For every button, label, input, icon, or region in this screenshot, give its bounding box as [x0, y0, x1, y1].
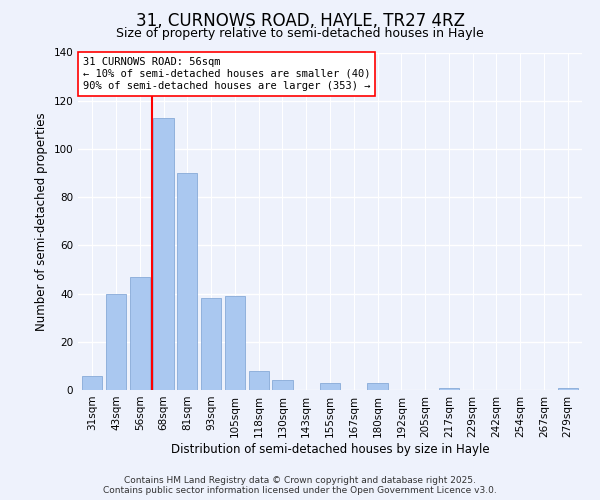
X-axis label: Distribution of semi-detached houses by size in Hayle: Distribution of semi-detached houses by …: [170, 442, 490, 456]
Bar: [225, 296, 245, 390]
Bar: [106, 294, 126, 390]
Bar: [320, 383, 340, 390]
Text: 31, CURNOWS ROAD, HAYLE, TR27 4RZ: 31, CURNOWS ROAD, HAYLE, TR27 4RZ: [136, 12, 464, 30]
Text: Size of property relative to semi-detached houses in Hayle: Size of property relative to semi-detach…: [116, 28, 484, 40]
Text: 31 CURNOWS ROAD: 56sqm
← 10% of semi-detached houses are smaller (40)
90% of sem: 31 CURNOWS ROAD: 56sqm ← 10% of semi-det…: [83, 58, 370, 90]
Bar: [367, 383, 388, 390]
Bar: [557, 388, 578, 390]
Bar: [201, 298, 221, 390]
Text: Contains HM Land Registry data © Crown copyright and database right 2025.
Contai: Contains HM Land Registry data © Crown c…: [103, 476, 497, 495]
Y-axis label: Number of semi-detached properties: Number of semi-detached properties: [35, 112, 48, 330]
Bar: [439, 388, 459, 390]
Bar: [130, 276, 150, 390]
Bar: [154, 118, 173, 390]
Bar: [177, 173, 197, 390]
Bar: [272, 380, 293, 390]
Bar: [82, 376, 103, 390]
Bar: [248, 370, 269, 390]
